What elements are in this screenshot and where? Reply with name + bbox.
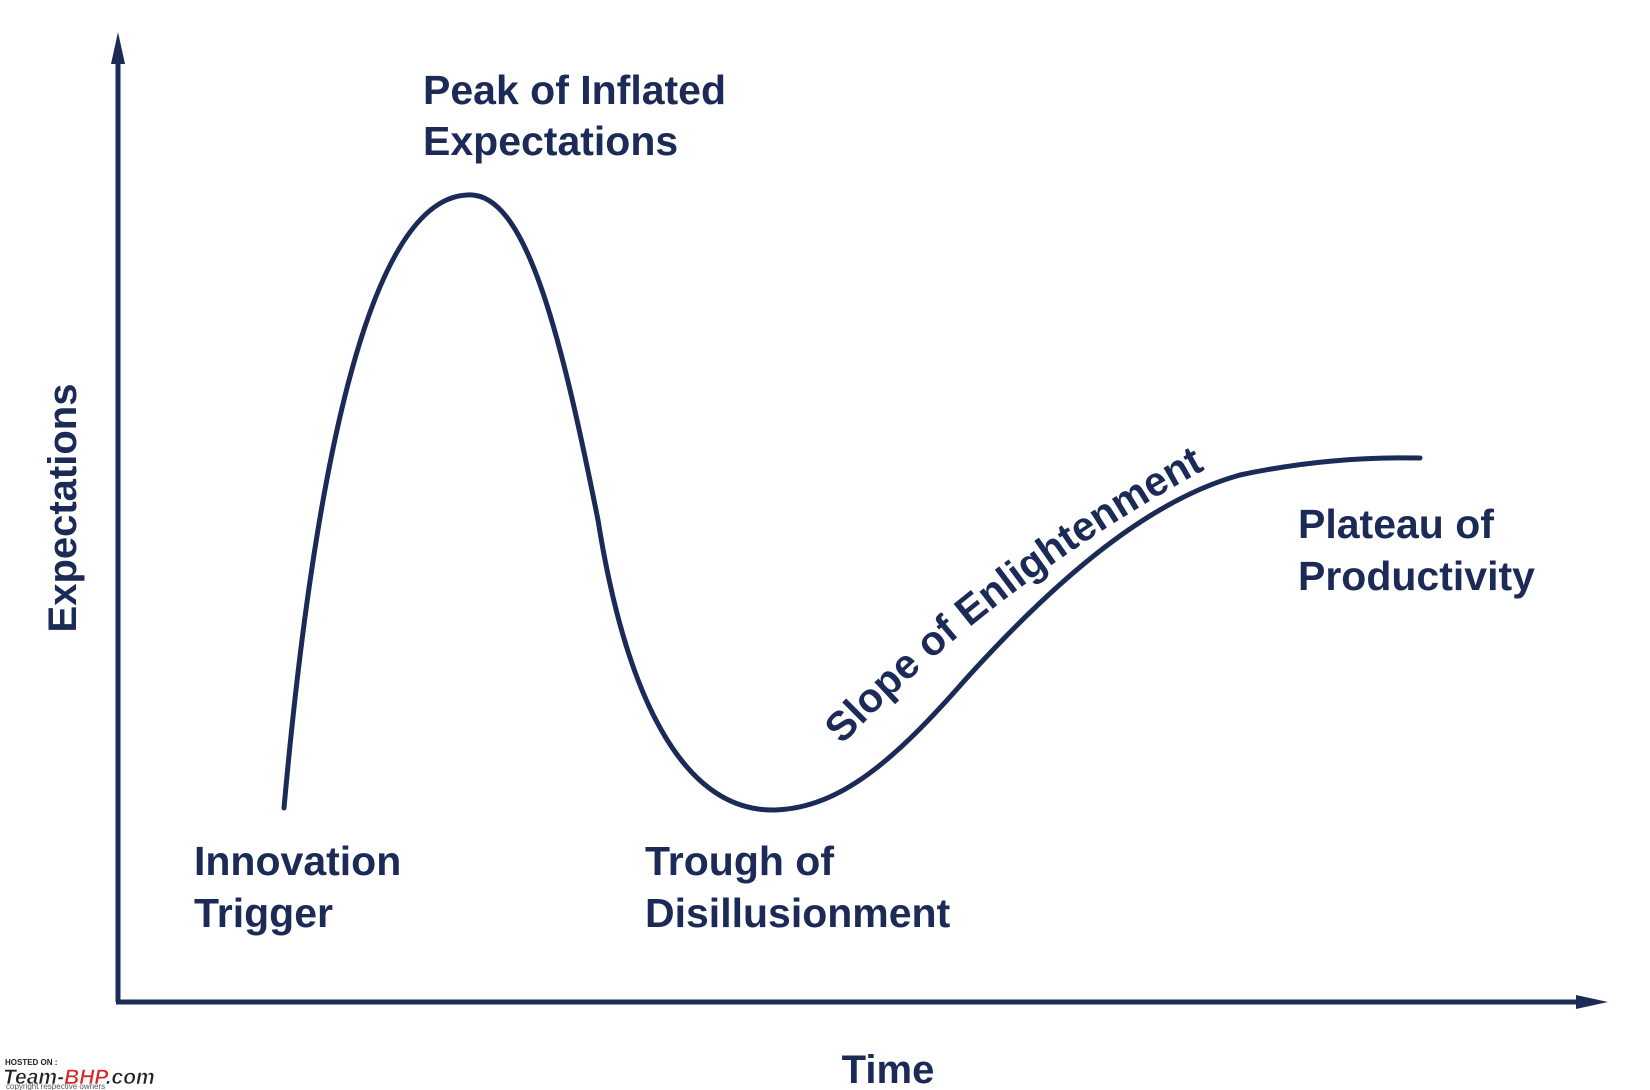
hype-cycle-curve [281, 192, 1423, 813]
x-axis-title: Time [842, 1048, 935, 1090]
watermark-copyright: copyright respective owners [6, 1082, 105, 1090]
label-innovation-trigger: Innovation Trigger [194, 838, 413, 936]
peak-line-1: Peak of Inflated [423, 67, 726, 113]
peak-line-2: Expectations [423, 118, 678, 164]
innovation-line-2: Trigger [194, 890, 333, 936]
plateau-line-1: Plateau of [1298, 501, 1494, 547]
x-axis-arrowhead [1576, 995, 1608, 1009]
label-plateau-of-productivity: Plateau of Productivity [1298, 501, 1535, 599]
watermark-brand: Team-BHP.com [3, 1066, 155, 1089]
trough-line-1: Trough of [645, 838, 834, 884]
trough-line-2: Disillusionment [645, 890, 951, 936]
innovation-line-1: Innovation [194, 838, 401, 884]
label-peak-of-inflated-expectations: Peak of Inflated Expectations [423, 67, 737, 164]
y-axis-title: Expectations [41, 384, 85, 633]
watermark-brand-prefix: Team- [3, 1066, 64, 1089]
watermark-brand-highlight: BHP [64, 1066, 109, 1089]
y-axis-arrowhead [111, 32, 125, 64]
label-trough-of-disillusionment: Trough of Disillusionment [645, 838, 951, 936]
plateau-line-2: Productivity [1298, 553, 1535, 599]
watermark-hosted-on: HOSTED ON : [5, 1058, 57, 1067]
watermark-brand-suffix: .com [106, 1066, 155, 1089]
label-slope-of-enlightenment: Slope of Enlightenment [816, 437, 1211, 752]
slope-text: Slope of Enlightenment [816, 437, 1211, 752]
